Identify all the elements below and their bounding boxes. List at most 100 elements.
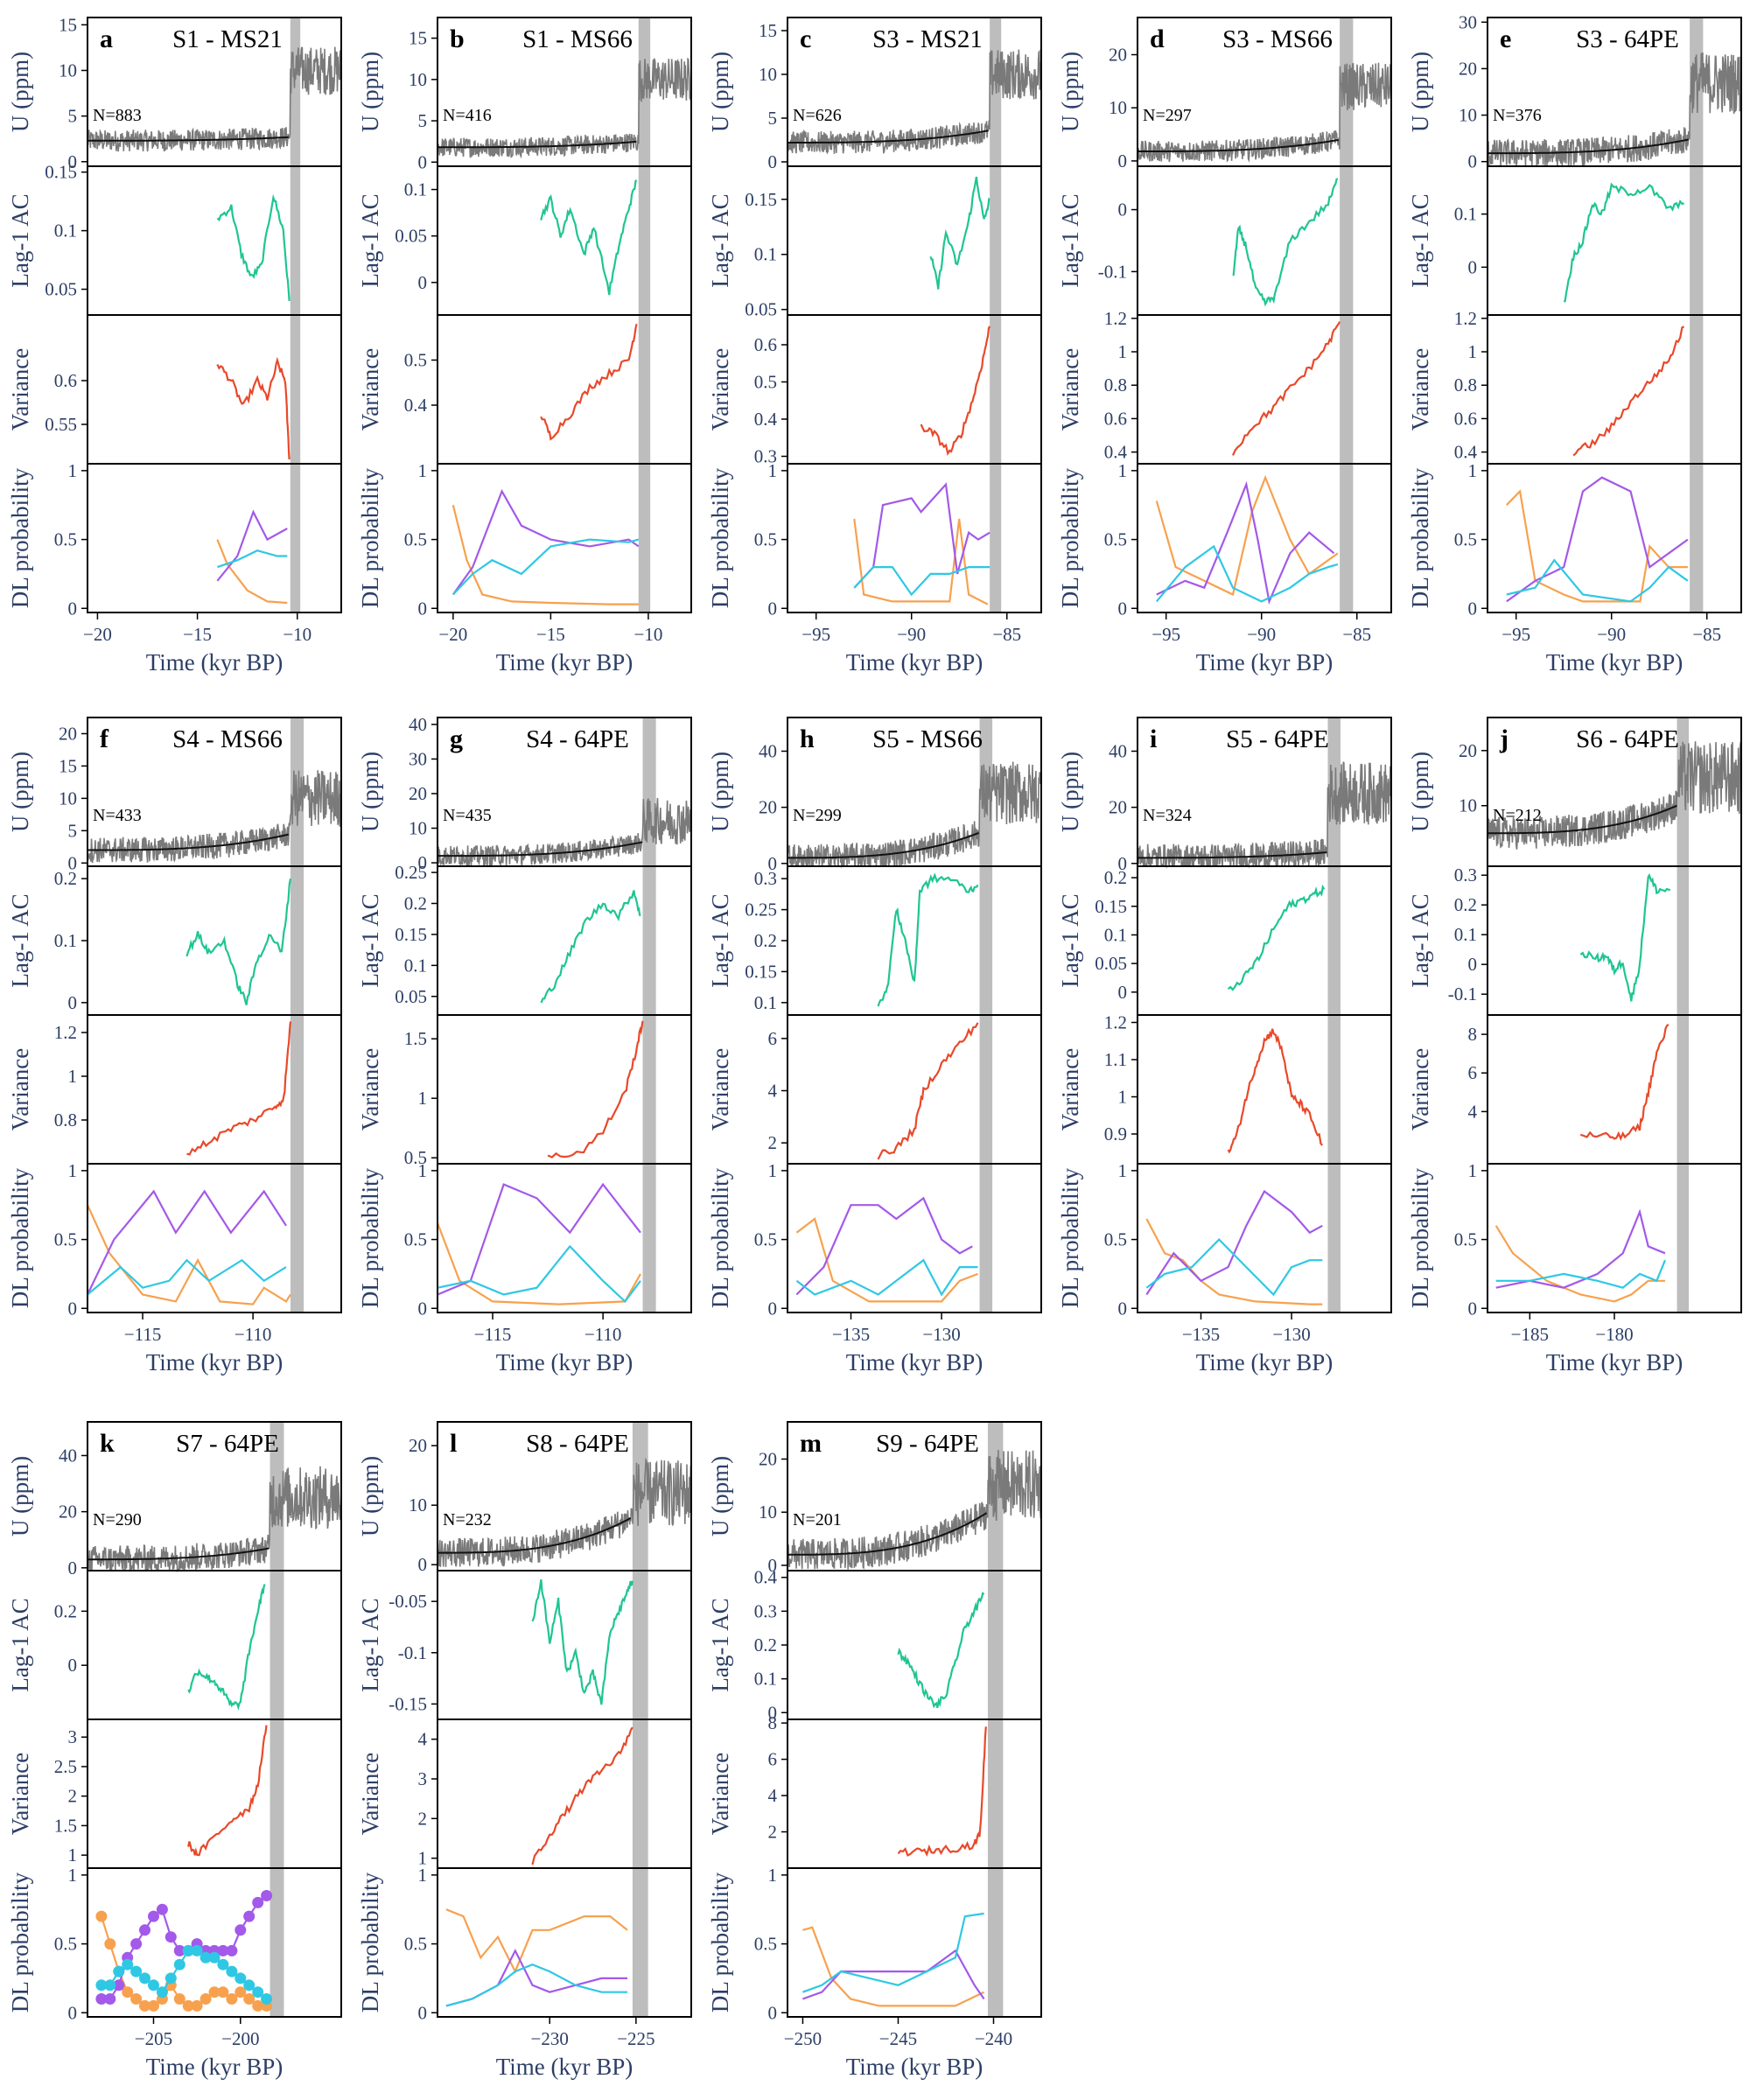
dl-line-cyan (445, 1964, 627, 2007)
y-tick-label: 20 (1459, 58, 1477, 79)
y-tick-label: 5 (68, 106, 78, 127)
dl-line-orange (1494, 1225, 1665, 1303)
sample-count-label: N=324 (1143, 806, 1192, 825)
panel-frame (1487, 1163, 1742, 1313)
y-tick-label: 0 (768, 1555, 778, 1576)
variance-line (897, 1726, 987, 1858)
y-axis-label: Variance (357, 1753, 383, 1835)
panel-frame (437, 463, 692, 613)
y-tick-label: 1 (418, 1088, 428, 1109)
x-tick-label: −205 (135, 2028, 172, 2049)
panel-letter: j (1499, 724, 1508, 753)
x-axis-label: Time (kyr BP) (846, 649, 984, 676)
y-tick-label: -0.15 (388, 1693, 427, 1714)
panel-letter: d (1150, 24, 1165, 53)
y-tick-label: 5 (418, 110, 428, 131)
y-tick-label: 0.8 (54, 1110, 77, 1130)
y-tick-label: 3 (418, 1768, 428, 1789)
y-tick-label: 30 (1459, 11, 1477, 32)
ac-line (540, 179, 638, 296)
x-tick-label: −135 (1182, 1324, 1220, 1345)
y-tick-label: 0 (1468, 1298, 1478, 1319)
y-tick-label: 10 (759, 64, 777, 85)
dl-marker (113, 1965, 125, 1978)
y-tick-label: 10 (759, 1502, 777, 1522)
y-tick-label: 0.05 (395, 986, 427, 1007)
y-tick-label: 0 (768, 1702, 778, 1723)
y-tick-label: 1 (68, 1160, 78, 1181)
panel-letter: a (100, 24, 113, 53)
y-axis-label: Variance (7, 348, 33, 430)
y-tick-label: 1 (1118, 341, 1128, 362)
y-axis-label: Variance (1057, 348, 1083, 430)
sample-count-label: N=201 (793, 1510, 842, 1530)
y-tick-label: 1.2 (54, 1022, 77, 1043)
y-axis-label: DL probability (7, 1872, 33, 2012)
dl-line-cyan (217, 550, 288, 569)
dl-marker (104, 1938, 116, 1950)
x-axis-label: Time (kyr BP) (146, 2054, 284, 2080)
y-tick-label: 1 (68, 1865, 78, 1886)
y-tick-label: 15 (59, 14, 77, 35)
y-tick-label: 1 (1468, 341, 1478, 362)
ac-line (1579, 872, 1671, 1002)
y-tick-label: 0.5 (754, 529, 777, 550)
dl-marker (252, 1986, 264, 1998)
y-tick-label: 0 (1118, 200, 1128, 220)
x-axis-label: Time (kyr BP) (846, 2054, 984, 2080)
ac-panel: 0 0.1 0.2 0.3 0.4 Lag-1 AC (707, 1567, 1042, 1723)
u-trend-line (88, 1547, 270, 1561)
sample-count-label: N=883 (93, 106, 142, 125)
u-trend-line (1488, 138, 1689, 155)
panel-letter: f (100, 724, 109, 753)
panel-frame (1487, 463, 1742, 613)
y-tick-label: 0 (768, 2002, 778, 2023)
y-tick-label: 0.5 (754, 1229, 777, 1250)
ac-line (540, 890, 641, 1004)
y-tick-label: 0 (68, 1558, 78, 1578)
u-panel: 0 20 40 U (ppm) N=324 i S5 - 64PE (1057, 717, 1392, 874)
y-tick-label: 0.1 (54, 930, 77, 951)
y-axis-label: Variance (7, 1753, 33, 1835)
dl-marker (104, 1993, 116, 2005)
ac-line (531, 1578, 634, 1705)
sample-count-label: N=297 (1143, 106, 1192, 125)
panel-title: S5 - 64PE (1226, 725, 1329, 753)
u-panel: 0 5 10 15 U (ppm) N=883 a S1 - MS21 (7, 14, 342, 172)
y-tick-label: 0 (68, 852, 78, 873)
dl-line-cyan (802, 1912, 984, 1993)
y-tick-label: 40 (759, 740, 777, 761)
y-axis-label: Lag-1 AC (357, 193, 383, 287)
variance-panel: 0.9 1 1.1 1.2 Variance (1057, 1012, 1392, 1165)
panel-title: S4 - MS66 (172, 725, 283, 753)
variance-panel: 0.55 0.6 Variance (7, 314, 342, 465)
y-tick-label: 3 (68, 1726, 78, 1747)
y-axis-label: DL probability (1407, 1167, 1433, 1308)
panel-frame (87, 314, 342, 465)
y-tick-label: 0.6 (54, 370, 77, 391)
x-tick-label: −95 (802, 624, 830, 645)
panel-frame (87, 1718, 342, 1869)
u-raw-line (1487, 741, 1742, 850)
y-tick-label: 0.2 (754, 930, 777, 951)
u-trend-line (438, 140, 637, 149)
panel-frame (787, 314, 1042, 465)
u-trend-line (88, 136, 289, 142)
variance-line (216, 356, 290, 460)
y-tick-label: 0.5 (404, 1147, 427, 1168)
y-axis-label: Lag-1 AC (1057, 893, 1083, 987)
dl-marker (148, 1999, 159, 2012)
dl-marker (130, 1965, 143, 1978)
dl-panel: 0 0.5 1 DL probability (7, 1865, 342, 2023)
ac-panel: -0.1 0 Lag-1 AC (1057, 165, 1392, 316)
x-tick-label: −230 (531, 2028, 569, 2049)
y-axis-label: U (ppm) (7, 752, 33, 832)
dl-panel: 0 0.5 1 DL probability (357, 460, 692, 619)
variance-line (531, 1726, 634, 1866)
x-tick-label: −20 (438, 624, 467, 645)
y-axis-label: Lag-1 AC (1407, 193, 1433, 287)
panel-frame (437, 165, 692, 316)
